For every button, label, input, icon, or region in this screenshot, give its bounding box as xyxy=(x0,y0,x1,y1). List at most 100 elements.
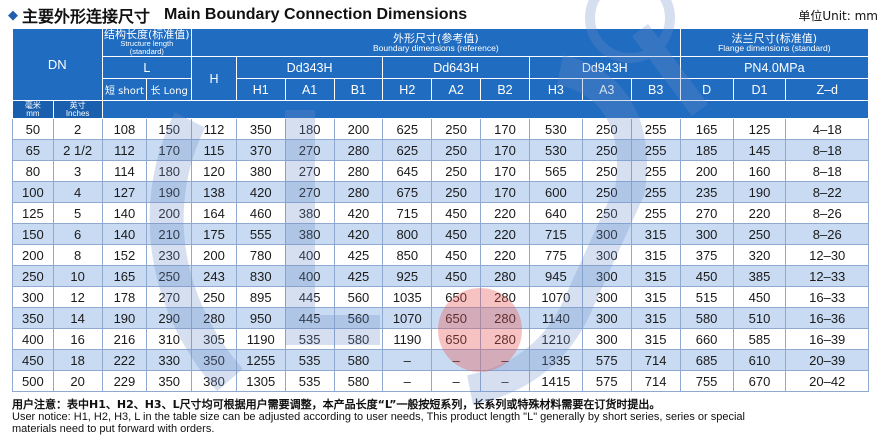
header-L: L xyxy=(101,56,193,79)
cell-H: 243 xyxy=(191,265,237,287)
cell-B3: 255 xyxy=(630,160,681,182)
cell-H1: 555 xyxy=(235,223,286,245)
user-notice: 用户注意：表中H1、H2、H3、L尺寸均可根据用户需要调整，本产品长度“L”一般… xyxy=(12,399,877,436)
cell-B1: 580 xyxy=(333,328,384,350)
cell-H1: 1305 xyxy=(235,370,286,392)
cell-D: 200 xyxy=(679,160,734,182)
cell-A3: 250 xyxy=(581,181,632,203)
cell-A1: 380 xyxy=(284,202,335,224)
table-row: 350 14 190 290 280 950 445 560 1070 650 280 1140 300… xyxy=(12,307,869,329)
cell-dn-mm: 150 xyxy=(12,223,54,245)
cell-B2: 220 xyxy=(480,202,530,224)
cell-B1: 580 xyxy=(333,349,384,371)
cell-H3: 1210 xyxy=(528,328,583,350)
cell-L-long: 150 xyxy=(146,118,193,140)
notice-english-line2: materials need to put forward with order… xyxy=(12,423,215,435)
cell-Zd: 20–42 xyxy=(785,370,869,392)
cell-H2: – xyxy=(382,370,433,392)
header-dn: DN xyxy=(12,28,103,101)
cell-A3: 575 xyxy=(581,349,632,371)
header-B3: B3 xyxy=(630,78,681,101)
cell-B3: 315 xyxy=(630,244,681,266)
cell-dn-inches: 3 xyxy=(52,160,103,182)
table-row: 450 18 222 330 350 1255 535 580– – –1335 575 714 685… xyxy=(12,349,869,371)
cell-H1: 780 xyxy=(235,244,286,266)
cell-A3: 575 xyxy=(581,370,632,392)
header-short: 短 short xyxy=(101,78,148,101)
cell-B1: 280 xyxy=(333,181,384,203)
cell-L-long: 210 xyxy=(146,223,193,245)
cell-L-short: 222 xyxy=(101,349,148,371)
cell-dn-mm: 100 xyxy=(12,181,54,203)
cell-B3: 255 xyxy=(630,118,681,140)
cell-A1: 445 xyxy=(284,307,335,329)
cell-L-long: 180 xyxy=(146,160,193,182)
table-body: 50 2 108 150 112 350 180 200 625 250 170 530 250 255 1… xyxy=(12,118,869,392)
cell-B2: 170 xyxy=(480,139,530,161)
cell-D1: 220 xyxy=(732,202,787,224)
cell-D1: 510 xyxy=(732,307,787,329)
cell-A2: 250 xyxy=(431,139,482,161)
cell-B2: – xyxy=(480,349,530,371)
cell-B3: 255 xyxy=(630,181,681,203)
cell-dn-mm: 400 xyxy=(12,328,54,350)
cell-H1: 950 xyxy=(235,307,286,329)
cell-D1: 145 xyxy=(732,139,787,161)
cell-B2: 280 xyxy=(480,328,530,350)
header-H2: H2 xyxy=(382,78,433,101)
cell-L-short: 108 xyxy=(101,118,148,140)
cell-D1: 250 xyxy=(732,223,787,245)
cell-L-short: 178 xyxy=(101,286,148,308)
cell-B2: 170 xyxy=(480,160,530,182)
table-row: 65 2 1/2 112 170 115 370 270 280 625 250 170 530 250… xyxy=(12,139,869,161)
cell-L-long: 290 xyxy=(146,307,193,329)
cell-B2: 280 xyxy=(480,286,530,308)
cell-D1: 320 xyxy=(732,244,787,266)
cell-B3: 255 xyxy=(630,139,681,161)
cell-D: 375 xyxy=(679,244,734,266)
cell-A2: 650 xyxy=(431,286,482,308)
title-chinese: 主要外形连接尺寸 xyxy=(22,7,151,26)
unit-label: 单位Unit: mm xyxy=(798,8,878,23)
cell-D1: 670 xyxy=(732,370,787,392)
cell-B3: 315 xyxy=(630,307,681,329)
cell-A1: 535 xyxy=(284,370,335,392)
cell-dn-mm: 80 xyxy=(12,160,54,182)
cell-B3: 315 xyxy=(630,265,681,287)
cell-dn-inches: 5 xyxy=(52,202,103,224)
cell-A3: 250 xyxy=(581,139,632,161)
cell-H3: 1070 xyxy=(528,286,583,308)
cell-H2: 1070 xyxy=(382,307,433,329)
cell-L-short: 165 xyxy=(101,265,148,287)
cell-B1: 420 xyxy=(333,202,384,224)
cell-Zd: 4–18 xyxy=(785,118,869,140)
title-english: Main Boundary Connection Dimensions xyxy=(164,6,468,23)
cell-A2: 250 xyxy=(431,181,482,203)
header-group-dd343h: Dd343H xyxy=(235,56,384,79)
cell-Zd: 16–39 xyxy=(785,328,869,350)
header-dn-mm: 毫米 mm xyxy=(12,100,54,119)
cell-Zd: 8–26 xyxy=(785,202,869,224)
cell-A2: 450 xyxy=(431,244,482,266)
cell-A1: 535 xyxy=(284,328,335,350)
cell-A2: 450 xyxy=(431,202,482,224)
cell-A3: 300 xyxy=(581,328,632,350)
cell-B2: 170 xyxy=(480,181,530,203)
cell-H3: 1140 xyxy=(528,307,583,329)
diamond-icon: ◆ xyxy=(8,7,18,22)
table-row: 200 8 152 230 200 780 400 425 850 450 220 775 300 315… xyxy=(12,244,869,266)
cell-A3: 250 xyxy=(581,160,632,182)
cell-L-short: 152 xyxy=(101,244,148,266)
cell-L-long: 230 xyxy=(146,244,193,266)
cell-L-long: 350 xyxy=(146,370,193,392)
cell-dn-mm: 65 xyxy=(12,139,54,161)
table-row: 80 3 114 180 120 380 270 280 645 250 170 565 250 255 2… xyxy=(12,160,869,182)
header-B2: B2 xyxy=(480,78,530,101)
header-long: 长 Long xyxy=(146,78,193,101)
cell-Zd: 12–30 xyxy=(785,244,869,266)
cell-H3: 600 xyxy=(528,181,583,203)
title-bar: ◆ 主要外形连接尺寸 Main Boundary Connection Dime… xyxy=(8,4,878,26)
cell-D1: 610 xyxy=(732,349,787,371)
table-row: 50 2 108 150 112 350 180 200 625 250 170 530 250 255 1… xyxy=(12,118,869,140)
cell-dn-inches: 2 1/2 xyxy=(52,139,103,161)
